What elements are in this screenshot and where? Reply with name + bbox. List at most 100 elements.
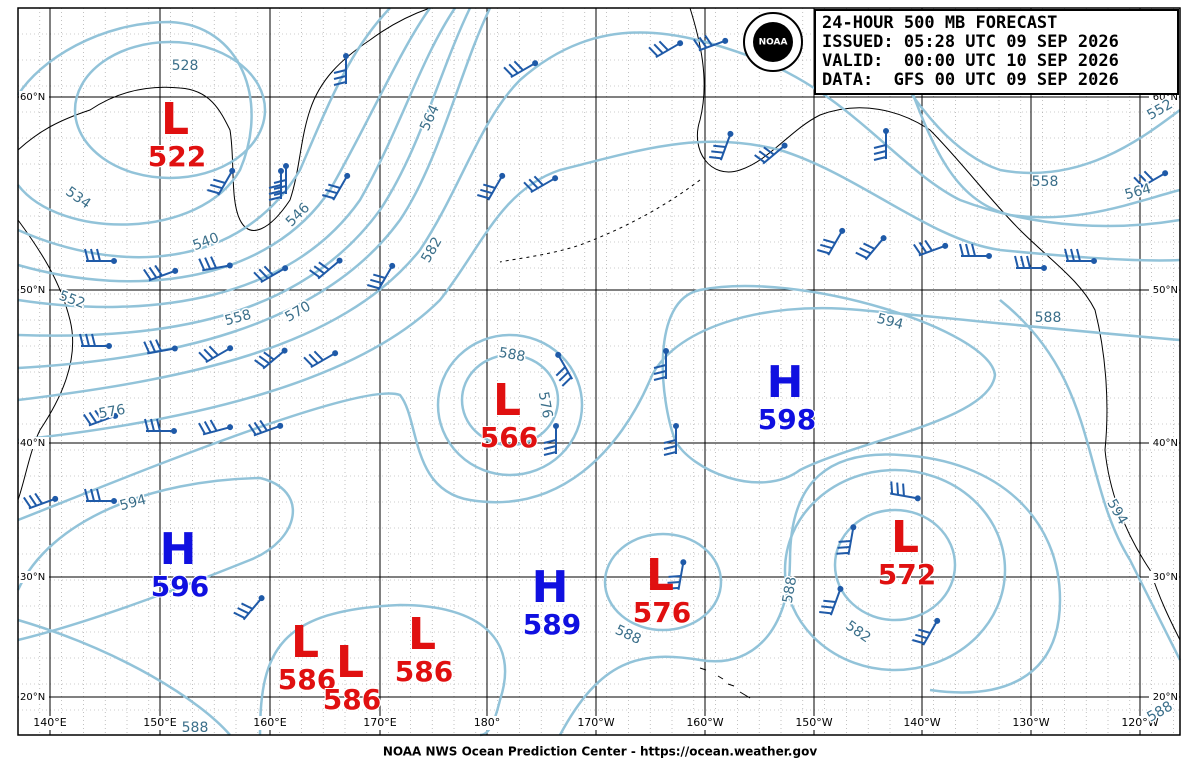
barb-tick [653,370,667,375]
barb-tick [820,243,833,250]
barb-tick [698,36,708,49]
lon-label: 170°W [577,716,614,729]
barb-tick [648,46,659,57]
barb-tick [208,345,219,356]
contour-label: 588 [1035,310,1062,326]
pressure-center-value: 598 [758,403,816,436]
barb-tick [273,179,287,184]
header-box [814,9,1179,95]
wind-barb [555,351,574,387]
barb-tick [144,418,149,432]
barb-tick [207,189,220,195]
contour [436,333,584,477]
wind-barb [543,423,559,456]
barb-staff [847,527,855,556]
barb-station [111,258,117,264]
barb-tick [253,421,263,434]
wind-barb [873,128,889,161]
barb-tick [763,146,775,156]
barb-staff [202,426,231,436]
barb-tick [309,269,321,279]
barb-station [1041,265,1047,271]
barb-tick [258,355,270,365]
barb-tick [1138,173,1149,184]
lon-label: 140°W [903,716,940,729]
barb-station [171,428,177,434]
barb-station [1091,258,1097,264]
barb-tick [254,359,266,369]
barb-station [172,267,179,274]
wind-barb [648,40,684,59]
barb-tick [477,194,490,200]
barb-station [850,524,857,531]
pressure-center-value: 572 [878,558,936,591]
lon-label: 160°E [253,716,286,729]
wind-barb [912,617,941,646]
barb-tick [873,144,887,149]
barb-tick [155,339,162,352]
barb-tick [965,243,970,257]
map-frame [17,7,1181,736]
barb-tick [663,445,677,450]
barb-station [532,60,539,67]
barb-staff [260,267,286,284]
wind-barb [889,481,921,502]
barb-tick [318,261,330,271]
barb-station [226,262,233,269]
barb-tick [890,481,894,494]
pressure-center-value: 522 [148,140,206,173]
lon-label: 150°E [143,716,176,729]
barb-tick [1064,248,1069,262]
barb-tick [823,599,836,604]
barb-tick [143,268,152,281]
barb-staff [377,265,394,291]
barb-tick [1026,255,1031,269]
pressure-center-symbol: H [532,562,569,613]
coastline [17,7,431,231]
barb-station [258,595,265,602]
wind-barb [198,419,234,436]
barb-tick [561,376,572,387]
contour [460,353,560,447]
barb-staff [557,354,574,380]
wind-barb [333,53,349,86]
barb-tick [918,241,928,254]
barb-station [722,37,729,44]
barb-tick [96,248,101,262]
barb-staff [829,588,842,616]
barb-tick [333,75,347,80]
barb-station [283,163,289,169]
barb-tick [313,350,324,361]
label-bg [794,716,834,730]
wind-barb [959,243,992,259]
barb-tick [838,540,851,543]
wind-barb [143,264,179,282]
barb-tick [79,333,84,347]
barb-tick [203,348,214,359]
wind-barb [523,175,559,194]
barb-tick [754,154,766,164]
lat-label: 50°N [1153,285,1178,296]
pressure-center-symbol: L [891,512,919,563]
barb-staff [922,620,939,646]
barb-tick [1014,255,1019,269]
barb-tick [370,278,383,285]
pressure-center-symbol: L [336,637,364,688]
barb-station [553,423,559,429]
lat-label: 20°N [20,692,45,703]
contour [16,476,295,642]
wind-barb [653,348,669,381]
barb-tick [203,421,212,433]
lon-label: 150°W [795,716,832,729]
barb-tick [23,496,32,509]
barb-staff [487,175,504,201]
wind-barb [23,492,59,510]
barb-station [278,168,284,174]
label-bg [140,716,180,730]
barb-tick [653,43,664,54]
barb-station [227,345,234,352]
barb-tick [273,191,287,196]
barb-tick [233,611,246,619]
barb-tick [971,243,976,257]
label-bg [19,437,49,449]
